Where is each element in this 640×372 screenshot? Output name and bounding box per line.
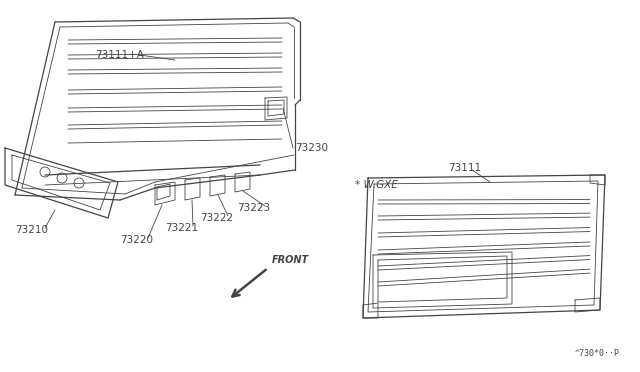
Text: 73221: 73221 (165, 223, 198, 233)
Text: 73220: 73220 (120, 235, 153, 245)
Text: ^730*0··P: ^730*0··P (575, 349, 620, 358)
Text: 73222: 73222 (200, 213, 233, 223)
Text: 73223: 73223 (237, 203, 270, 213)
Text: FRONT: FRONT (272, 255, 309, 265)
Text: 73111: 73111 (448, 163, 481, 173)
Text: 73111+A: 73111+A (95, 50, 144, 60)
Text: 73230: 73230 (295, 143, 328, 153)
Text: 73210: 73210 (15, 225, 48, 235)
Text: * W.GXE: * W.GXE (355, 180, 397, 190)
